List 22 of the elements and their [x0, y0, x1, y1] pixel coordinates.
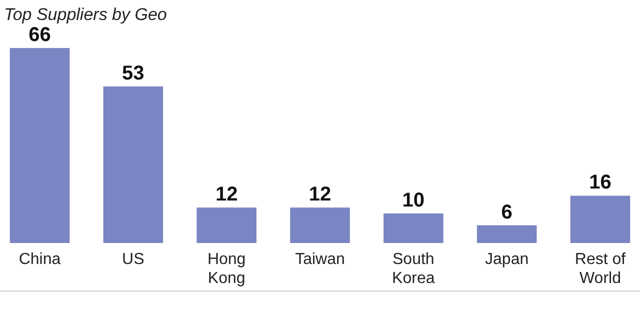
data-label: 6: [501, 201, 512, 224]
x-tick-label: Rest of World: [574, 251, 626, 287]
bar: [10, 48, 70, 243]
data-label: 12: [308, 184, 332, 206]
x-tick-label: Taiwan: [295, 251, 345, 268]
x-tick-label: China: [18, 251, 61, 268]
x-tick-label: Japan: [485, 251, 529, 268]
bar: [103, 86, 164, 243]
bar: [476, 225, 537, 243]
chart-title: Top Suppliers by Geo: [4, 5, 167, 24]
bar: [384, 213, 444, 243]
x-tick-label: South Korea: [392, 251, 435, 287]
x-tick-label: Hong Kong: [207, 251, 246, 287]
bar: [196, 208, 256, 243]
bar: [570, 196, 630, 243]
data-label: 53: [122, 62, 144, 84]
data-label: 12: [215, 184, 238, 206]
data-label: 66: [28, 24, 51, 46]
data-label: 10: [402, 189, 425, 212]
bar: [290, 208, 350, 243]
data-label: 16: [589, 172, 612, 194]
x-tick-label: US: [122, 251, 144, 268]
